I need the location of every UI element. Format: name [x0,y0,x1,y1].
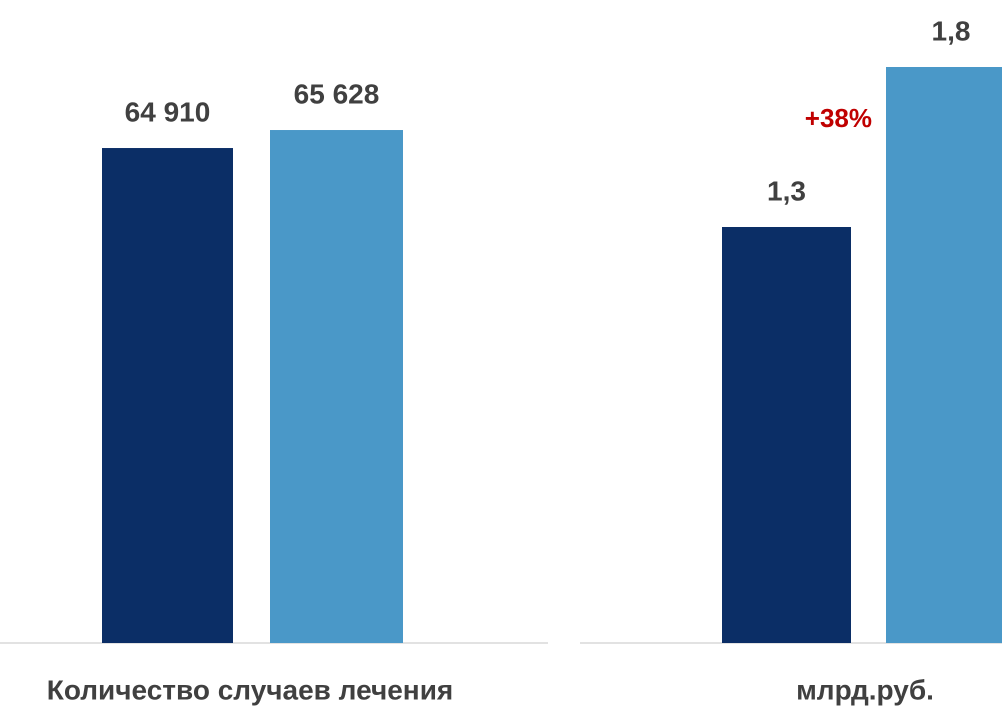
value-label: 1,3 [767,175,806,206]
value-label: 1,8 [932,15,971,46]
value-label: 65 628 [294,78,380,109]
bar [270,130,403,644]
axis-label: Количество случаев лечения [47,674,454,705]
bar [722,227,851,643]
bar [886,67,1002,643]
axis-label: млрд.руб. [796,674,934,705]
value-label: 64 910 [125,96,211,127]
annotation: +38% [805,103,872,133]
bar [102,148,233,643]
